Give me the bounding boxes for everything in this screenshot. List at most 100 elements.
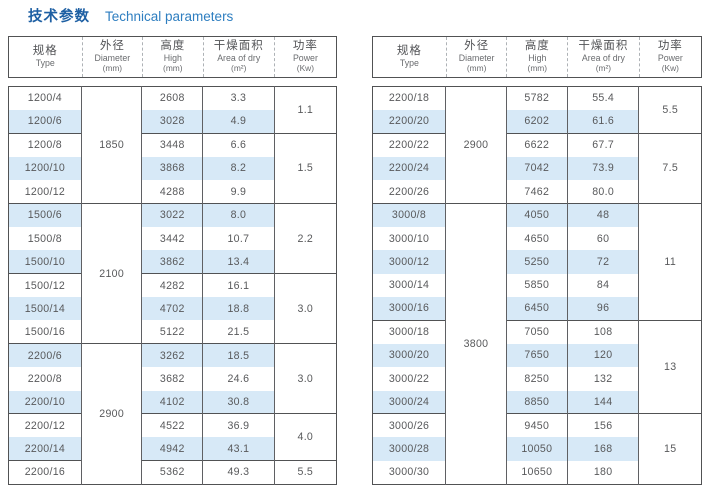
table-row: 2200/14 4942 43.1 [8,437,337,461]
col-header-power: 功率 Power (Kw) [638,37,701,77]
area-cell: 84 [566,273,639,298]
type-cell: 1200/10 [8,156,82,181]
height-cell: 5362 [141,460,203,485]
type-cell: 3000/12 [372,250,446,274]
type-cell: 2200/18 [388,92,430,105]
height-cell: 3682 [141,367,203,391]
col-header-power-unit: (Kw) [661,63,679,74]
type-cell: 1200/12 [24,185,66,198]
power-cell: 13 [638,319,702,414]
col-header-high-zh: 高度 [524,40,550,53]
power-cell: 7.5 [638,132,702,204]
diameter-cell: 2900 [445,86,507,204]
area-cell: 18.8 [202,297,275,321]
area-cell: 36.9 [202,413,275,438]
height-cell: 3448 [141,132,203,157]
power-cell: 3.0 [273,273,337,344]
height-cell: 10050 [505,437,568,461]
area-cell: 61.6 [566,109,639,134]
area-cell: 67.7 [566,132,639,157]
col-header-power-zh: 功率 [292,40,318,53]
type-cell: 1200/6 [8,109,82,134]
type-cell: 1500/10 [8,250,82,274]
table-row: 3000/30 10650 180 [373,460,702,485]
height-cell: 8850 [505,390,568,414]
technical-parameters-table-right: 规格 Type 外径 Diameter (mm) 高度 High (mm) 干燥… [372,36,702,485]
height-cell: 5782 [505,86,568,110]
area-cell: 55.4 [566,86,639,110]
power-cell: 5.5 [638,86,702,134]
table-row: 1200/8 3448 6.6 1.5 [8,132,337,204]
col-header-area-zh: 干燥面积 [578,40,629,53]
type-cell: 2200/20 [372,109,446,134]
power-cell: 1.5 [273,132,337,204]
power-cell: 11 [638,202,702,321]
col-header-diameter-en: Diameter [94,53,131,64]
table-row: 3000/20 7650 120 [372,343,702,368]
table-row: 1500/12 4282 16.1 3.0 [8,273,337,344]
diameter-cell: 1850 [80,86,142,204]
col-header-area: 干燥面积 Area of dry (m²) [202,37,274,77]
height-cell: 7650 [505,343,568,368]
table-row: 2200/8 3682 24.6 [9,367,337,391]
table-row: 2200/10 4102 30.8 [8,390,337,414]
height-cell: 9450 [505,413,568,438]
type-cell: 2200/24 [372,156,446,181]
technical-parameters-table-left: 规格 Type 外径 Diameter (mm) 高度 High (mm) 干燥… [8,36,337,485]
table-row: 2200/22 6622 67.7 7.5 [372,132,702,204]
col-header-area: 干燥面积 Area of dry (m²) [567,37,639,77]
col-header-diameter-unit: (mm) [466,63,487,74]
table-row: 2200/24 7042 73.9 [372,156,702,181]
table-row: 1500/10 3862 13.4 [8,250,337,274]
area-cell: 6.6 [202,132,275,157]
type-cell: 3000/30 [388,466,430,479]
area-cell: 156 [566,413,639,438]
type-cell: 2200/12 [8,413,82,438]
col-header-high-unit: (mm) [163,63,183,74]
area-cell: 30.8 [202,390,275,414]
type-cell: 2200/10 [8,390,82,414]
height-cell: 6202 [505,109,568,134]
height-cell: 5850 [505,273,568,298]
area-cell: 3.3 [202,86,275,110]
height-cell: 2608 [141,86,203,110]
type-cell: 3000/10 [388,232,430,245]
table-row: 1200/4 1850 2608 3.3 1.1 [9,86,337,204]
table-row: 3000/22 8250 132 [373,367,702,391]
area-cell: 132 [566,367,639,391]
area-cell: 48 [566,202,639,227]
power-cell: 5.5 [273,460,337,485]
col-header-high-en: High [163,53,182,64]
area-cell: 18.5 [202,343,275,368]
col-header-power: 功率 Power (Kw) [273,37,336,77]
type-cell: 1500/8 [27,232,62,245]
height-cell: 6622 [505,132,568,157]
type-cell: 1200/8 [8,132,82,157]
area-cell: 4.9 [202,109,275,134]
type-cell: 2200/14 [8,437,82,461]
col-header-diameter-en: Diameter [458,53,495,64]
col-header-power-zh: 功率 [657,40,683,53]
table-row: 3000/24 8850 144 [372,390,702,414]
col-header-diameter: 外径 Diameter (mm) [445,37,507,77]
area-cell: 180 [566,460,639,485]
col-header-high-unit: (mm) [527,63,548,74]
area-cell: 43.1 [202,437,275,461]
height-cell: 3022 [141,202,203,227]
diameter-cell: 3800 [445,202,507,485]
area-cell: 108 [566,319,639,344]
type-cell: 3000/8 [372,202,446,227]
height-cell: 3262 [141,343,203,368]
col-header-type-zh: 规格 [32,45,58,58]
area-cell: 60 [566,226,639,251]
table-row: 2200/6 2900 3262 18.5 3.0 [8,343,337,485]
type-cell: 1500/12 [8,273,82,298]
table-row: 1500/8 3442 10.7 [9,226,337,251]
area-cell: 144 [566,390,639,414]
height-cell: 3868 [141,156,203,181]
type-cell: 2200/22 [372,132,446,157]
col-header-power-en: Power [292,53,318,64]
table-row: 1200/6 3028 4.9 [8,109,337,134]
area-cell: 120 [566,343,639,368]
type-cell: 3000/24 [372,390,446,414]
